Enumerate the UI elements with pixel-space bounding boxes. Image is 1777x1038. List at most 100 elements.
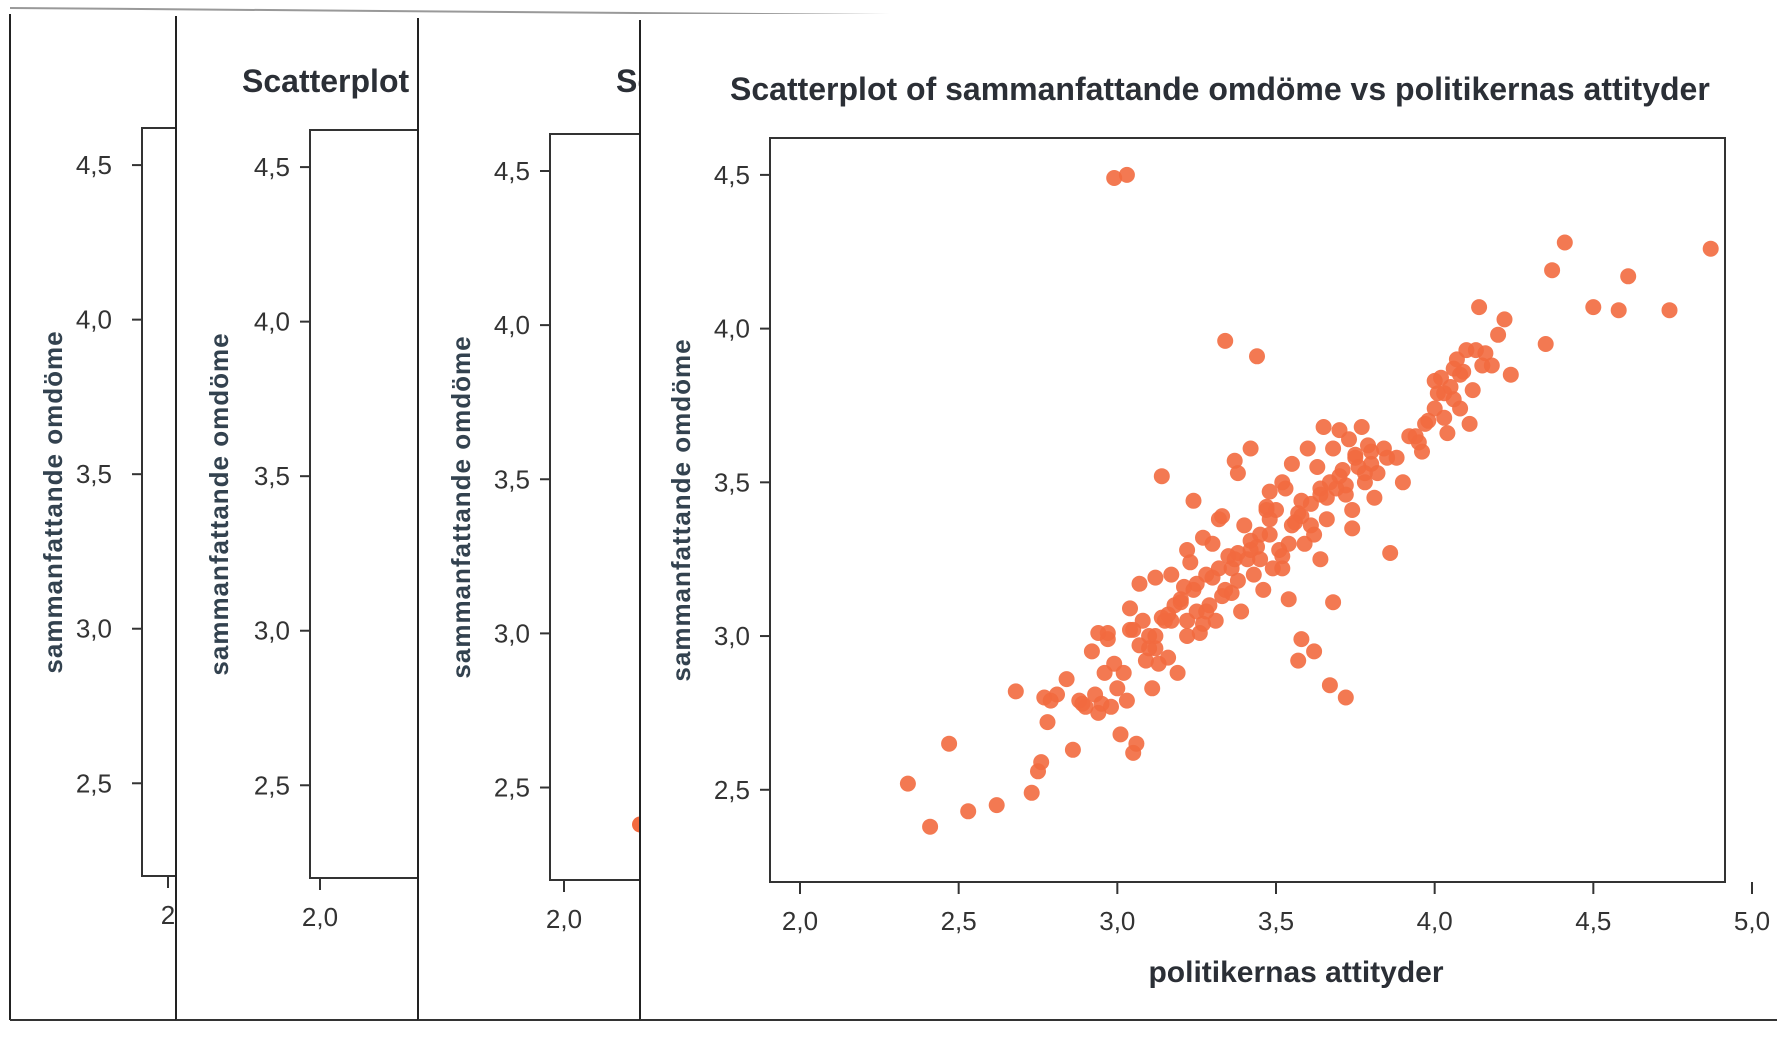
data-point <box>922 818 939 835</box>
data-point <box>1382 545 1399 561</box>
data-point <box>1172 594 1189 611</box>
data-point <box>1293 508 1310 525</box>
y-axis-label: sammanfattande omdöme <box>204 332 234 675</box>
data-point <box>1379 449 1396 466</box>
y-tick-label: 4,0 <box>254 307 290 337</box>
data-point <box>1410 434 1427 451</box>
y-tick-label: 4,0 <box>76 305 112 335</box>
data-point <box>1502 366 1519 383</box>
data-point <box>1261 483 1278 500</box>
data-point <box>1426 372 1443 389</box>
data-point <box>1274 548 1291 565</box>
data-point <box>1106 170 1123 186</box>
x-tick-label: 5,0 <box>1734 906 1770 936</box>
y-tick-label: 3,0 <box>254 616 290 646</box>
y-tick-label: 4,5 <box>714 160 750 190</box>
data-point <box>1363 443 1380 460</box>
data-point <box>1179 612 1196 629</box>
chart-window-4[interactable]: Scatterplot of sammanfattande omdöme vs … <box>639 20 1777 1021</box>
data-point <box>1337 689 1354 706</box>
y-tick-label: 4,0 <box>714 314 750 344</box>
data-point <box>941 735 958 752</box>
data-point <box>1214 588 1231 605</box>
data-point <box>1007 683 1024 700</box>
data-point <box>1467 342 1484 359</box>
data-point <box>1163 566 1180 583</box>
data-point <box>1366 489 1383 506</box>
data-point <box>1128 735 1145 752</box>
data-point <box>1353 419 1370 435</box>
y-tick-label: 4,5 <box>254 152 290 182</box>
data-point <box>1137 652 1154 669</box>
data-point <box>1556 234 1573 251</box>
data-point <box>1144 680 1161 697</box>
y-tick-label: 3,0 <box>714 621 750 651</box>
x-axis-label: politikernas attityder <box>1148 956 1443 989</box>
data-point <box>1229 572 1246 589</box>
y-tick-label: 2,5 <box>76 768 112 798</box>
y-axis-label: sammanfattande omdöme <box>38 330 68 673</box>
data-point <box>1661 302 1678 319</box>
y-tick-label: 3,5 <box>714 467 750 497</box>
y-tick-label: 3,0 <box>494 618 530 648</box>
data-point <box>1195 615 1211 632</box>
data-point <box>1099 625 1116 641</box>
data-point <box>1252 551 1269 568</box>
data-point <box>1153 468 1170 485</box>
data-point <box>1471 299 1488 316</box>
x-tick-label: 3,5 <box>1258 906 1294 936</box>
data-point <box>1452 400 1469 417</box>
data-point <box>1077 698 1094 715</box>
data-point <box>1182 554 1199 571</box>
data-point <box>1347 449 1364 466</box>
data-point <box>1023 784 1040 801</box>
data-point <box>1544 262 1561 279</box>
data-point <box>1258 498 1275 515</box>
data-point <box>1185 492 1202 509</box>
data-point <box>1141 640 1158 657</box>
y-tick-label: 2,5 <box>254 770 290 800</box>
data-point <box>1195 529 1211 546</box>
data-point <box>1274 474 1291 491</box>
data-point <box>1318 511 1335 528</box>
data-point <box>1122 600 1138 617</box>
data-point <box>1490 326 1507 343</box>
data-point <box>1188 575 1205 592</box>
data-point <box>1315 419 1332 435</box>
data-point <box>1147 628 1164 644</box>
data-point <box>1452 366 1469 383</box>
data-point <box>1309 459 1326 475</box>
data-point <box>1620 268 1637 285</box>
data-point <box>1283 455 1300 472</box>
x-tick-label: 3,0 <box>1099 906 1135 936</box>
data-point <box>1369 465 1386 482</box>
data-point <box>1299 440 1316 457</box>
data-point <box>1464 382 1481 399</box>
x-tick-label: 2 <box>161 900 175 930</box>
y-tick-label: 4,5 <box>494 156 530 186</box>
data-point <box>960 803 977 820</box>
data-point <box>1039 714 1056 731</box>
data-point <box>1255 581 1272 598</box>
data-point <box>1280 535 1297 552</box>
y-axis-label: sammanfattande omdöme <box>446 335 476 678</box>
y-tick-label: 2,5 <box>714 775 750 805</box>
data-point <box>1236 517 1253 534</box>
data-point <box>1325 440 1342 457</box>
scatter-points <box>899 166 1719 835</box>
data-point <box>1226 452 1243 469</box>
data-point <box>1058 671 1075 688</box>
data-point <box>1306 643 1323 660</box>
data-point <box>1064 741 1081 758</box>
data-point <box>1280 591 1297 608</box>
x-tick-label: 4,0 <box>1417 906 1453 936</box>
data-point <box>1223 560 1240 577</box>
data-point <box>1461 415 1478 432</box>
data-point <box>1261 526 1278 543</box>
y-tick-label: 4,0 <box>494 310 530 340</box>
data-point <box>1131 575 1148 592</box>
data-point <box>1179 542 1196 558</box>
y-tick-label: 2,5 <box>494 773 530 803</box>
data-point <box>1049 686 1065 703</box>
data-point <box>1290 652 1307 669</box>
